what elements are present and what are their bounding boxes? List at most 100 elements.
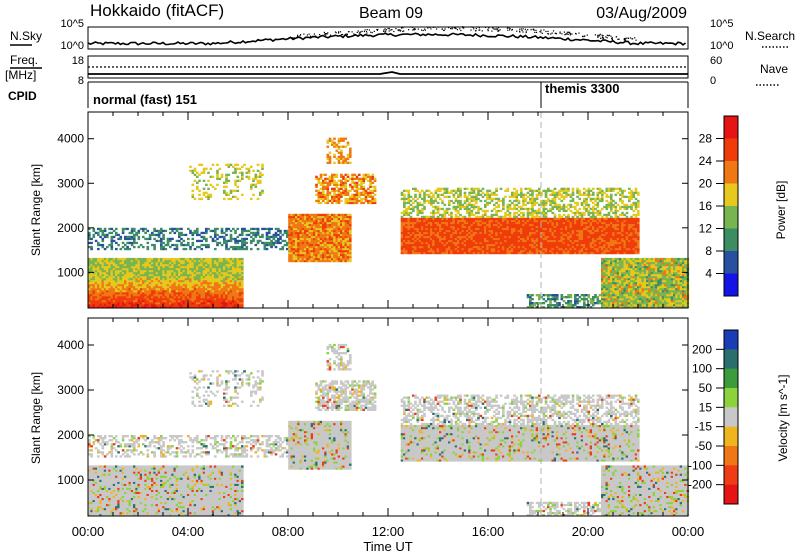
power-cell [225,243,228,247]
power-cell [196,294,199,297]
nsearch-point [571,33,573,35]
power-cell [223,197,226,201]
power-cell [236,298,240,301]
power-cell [110,243,114,247]
power-cell [182,281,186,285]
power-cell [344,231,348,235]
power-cell [200,302,204,305]
power-cell [297,235,300,239]
power-cell [137,300,141,303]
power-cell [517,193,521,196]
power-cell [403,197,406,201]
power-cell [425,223,429,227]
power-cell [94,294,98,297]
power-cell [475,243,478,247]
power-cell [227,281,231,285]
power-cell [101,263,105,267]
power-cell [209,257,213,261]
power-cell [297,229,300,233]
power-cell [360,199,363,203]
power-cell [90,269,93,273]
power-cell [126,302,129,305]
power-cell [463,249,467,253]
power-cell [297,225,300,229]
power-cell [229,290,233,293]
power-cell [220,288,224,291]
power-cell [101,257,105,261]
power-cell [333,189,336,192]
power-cell [137,259,141,263]
power-cell [146,261,150,265]
power-cell [139,257,143,261]
power-cell [461,245,465,249]
power-cell [290,257,294,261]
power-cell [229,275,233,279]
power-cell [319,221,323,225]
power-cell [220,294,224,297]
power-cell [90,247,93,251]
power-cell [187,259,190,263]
nsearch-point [606,37,608,39]
power-cell [340,155,343,158]
power-cell [216,285,219,289]
power-cell [225,227,228,231]
power-cell [238,302,242,305]
power-cell [241,233,244,237]
power-cell [110,288,114,291]
power-cell [207,187,210,190]
power-cell [506,245,510,249]
power-cell [515,199,519,203]
power-cell [495,209,498,213]
power-cell [238,298,242,301]
power-cell [175,239,179,243]
power-cell [144,259,147,263]
power-cell [443,215,447,219]
power-cell [443,191,447,194]
power-cell [466,229,469,233]
power-cell [335,221,339,225]
power-cell [191,302,195,305]
power-cell [189,229,192,233]
power-cell [288,259,291,263]
power-cell [407,235,411,239]
power-cell [90,285,93,289]
power-cell [88,271,91,275]
power-cell [229,229,233,233]
power-cell [409,233,413,237]
power-cell [349,147,352,150]
power-cell [484,233,487,237]
power-cell [216,263,219,267]
power-cell [101,281,105,285]
power-cell [166,285,170,289]
power-cell [214,292,217,295]
power-cell [220,173,224,176]
power-cell [423,239,426,243]
power-cell [520,243,523,247]
power-cell [236,163,240,166]
power-cell [115,259,118,263]
power-cell [340,195,343,198]
power-cell [243,241,246,245]
power-cell [220,257,224,261]
power-cell [157,267,161,271]
power-cell [313,217,316,221]
nsearch-point [341,34,343,36]
power-cell [157,292,161,295]
power-cell [517,239,521,243]
power-cell [211,292,215,295]
power-cell [362,187,366,190]
power-cell [504,233,507,237]
power-cell [324,223,327,227]
power-cell [508,235,512,239]
power-cell [407,193,411,196]
power-cell [193,173,197,176]
power-cell [162,245,165,249]
power-cell [360,179,363,182]
power-cell [256,179,260,182]
power-cell [173,263,177,267]
power-cell [373,193,377,196]
power-cell [250,239,253,243]
power-cell [265,247,269,251]
power-cell [459,233,462,237]
power-cell [250,187,253,190]
